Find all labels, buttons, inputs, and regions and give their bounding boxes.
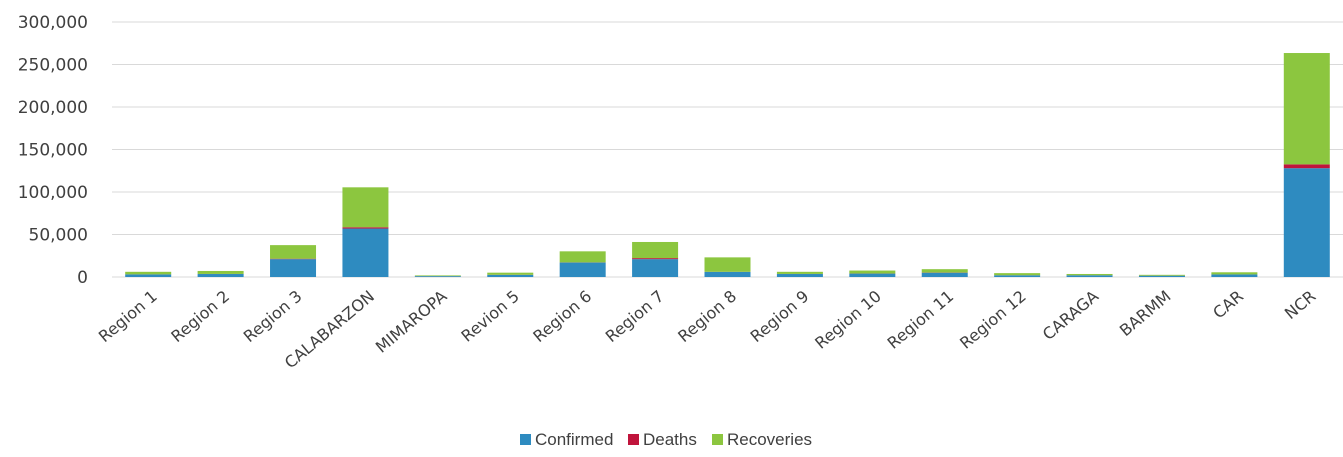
bar-recoveries-car (1211, 272, 1258, 275)
bar-confirmed-region-1 (125, 274, 172, 277)
bar-deaths-calabarzon (342, 227, 389, 229)
x-category-label: CAR (1209, 287, 1247, 323)
bar-confirmed-car (1211, 274, 1258, 277)
x-category-label: CARAGA (1039, 286, 1102, 343)
bar-confirmed-region-12 (994, 275, 1041, 277)
bar-recoveries-caraga (1066, 273, 1113, 276)
legend-label-deaths: Deaths (643, 430, 697, 449)
bar-recoveries-ncr (1283, 53, 1330, 165)
x-category-label: Region 10 (811, 287, 885, 353)
bar-recoveries-calabarzon (342, 187, 389, 228)
bar-recoveries-region-1 (125, 271, 172, 275)
bar-confirmed-revion-5 (487, 274, 534, 277)
y-axis-tick-labels: 0 50,000 100,000 150,000 200,000 250,000 300,0… (18, 13, 88, 288)
x-category-label: NCR (1281, 287, 1319, 324)
x-category-label: Region 11 (884, 287, 958, 353)
bar-confirmed-region-2 (197, 274, 244, 277)
bar-recoveries-region-8 (704, 257, 751, 272)
legend-label-recoveries: Recoveries (727, 430, 812, 449)
bar-recoveries-region-3 (270, 245, 317, 259)
bar-recoveries-revion-5 (487, 272, 534, 275)
x-category-label: BARMM (1116, 287, 1175, 341)
bar-confirmed-barmm (1138, 275, 1185, 277)
bar-recoveries-region-2 (197, 270, 244, 274)
legend-label-confirmed: Confirmed (535, 430, 613, 449)
x-category-label: Revion 5 (457, 287, 522, 346)
bar-confirmed-ncr (1283, 168, 1330, 277)
x-category-label: Region 3 (240, 287, 306, 347)
x-category-label: Region 1 (95, 287, 161, 347)
bar-confirmed-region-3 (270, 259, 317, 277)
y-tick-label: 0 (77, 268, 88, 288)
legend-swatch-confirmed (520, 434, 531, 445)
bar-recoveries-region-6 (559, 251, 606, 263)
y-tick-label: 300,000 (18, 13, 88, 33)
bar-recoveries-barmm (1138, 274, 1185, 276)
y-tick-label: 250,000 (18, 56, 88, 76)
x-category-label: Region 7 (602, 287, 668, 347)
legend-swatch-recoveries (712, 434, 723, 445)
bar-confirmed-region-9 (776, 274, 823, 277)
y-tick-label: 200,000 (18, 98, 88, 118)
bar-confirmed-region-8 (704, 271, 751, 277)
bar-confirmed-region-10 (849, 273, 896, 277)
bar-confirmed-caraga (1066, 275, 1113, 277)
y-tick-label: 150,000 (18, 141, 88, 161)
bar-recoveries-region-11 (921, 269, 968, 273)
bars (125, 53, 1330, 277)
bar-recoveries-region-9 (776, 271, 823, 274)
bar-confirmed-mimaropa (414, 276, 461, 277)
y-tick-label: 100,000 (18, 183, 88, 203)
bar-deaths-region-7 (632, 258, 679, 260)
x-category-label: MIMAROPA (372, 286, 451, 356)
x-category-label: Region 12 (956, 287, 1030, 353)
x-category-label: Region 9 (747, 287, 813, 347)
x-category-label: Region 6 (529, 287, 595, 347)
bar-recoveries-region-10 (849, 270, 896, 274)
legend: Confirmed Deaths Recoveries (520, 430, 812, 449)
legend-swatch-deaths (628, 434, 639, 445)
bar-confirmed-calabarzon (342, 228, 389, 277)
bar-confirmed-region-7 (632, 259, 679, 277)
x-axis-category-labels: Region 1 Region 2 Region 3CALABARZONMIMARO… (95, 286, 1319, 372)
x-category-label: Region 8 (674, 287, 740, 347)
x-category-label: Region 2 (167, 287, 233, 347)
bar-recoveries-region-7 (632, 241, 679, 259)
bar-confirmed-region-6 (559, 262, 606, 277)
bar-recoveries-mimaropa (414, 275, 461, 277)
bar-deaths-ncr (1283, 164, 1330, 169)
bar-confirmed-region-11 (921, 272, 968, 277)
bar-recoveries-region-12 (994, 273, 1041, 276)
gridlines (112, 21, 1343, 278)
y-tick-label: 50,000 (29, 226, 88, 246)
